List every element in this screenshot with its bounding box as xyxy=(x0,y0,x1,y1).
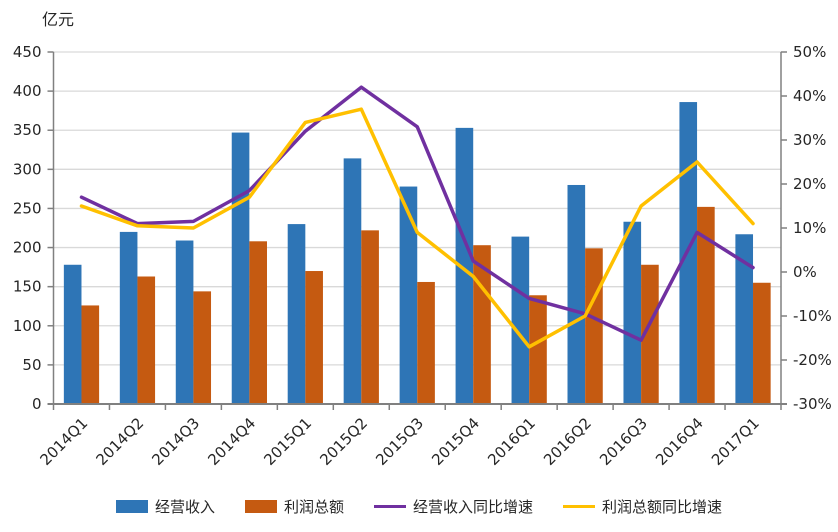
legend-label: 经营收入同比增速 xyxy=(413,498,534,516)
left-axis-tick-label: 350 xyxy=(13,121,42,139)
right-axis-tick-label: -20% xyxy=(793,351,832,369)
left-axis-tick-label: 450 xyxy=(13,43,42,61)
x-axis-category-label: 2015Q2 xyxy=(316,414,371,469)
bar-经营收入 xyxy=(567,184,586,404)
right-axis-tick-label: -10% xyxy=(793,307,832,325)
right-axis-tick-label: 10% xyxy=(793,219,826,237)
x-axis-category-label: 2015Q4 xyxy=(428,414,483,469)
x-axis-category-label: 2015Q3 xyxy=(372,414,427,469)
x-axis-category-label: 2016Q1 xyxy=(484,414,539,469)
bar-经营收入 xyxy=(119,231,138,404)
bar-利润总额 xyxy=(81,305,100,404)
bar-利润总额 xyxy=(249,241,267,404)
left-axis-tick-label: 300 xyxy=(13,160,42,178)
x-axis-category-label: 2017Q1 xyxy=(708,414,763,469)
right-axis-tick-label: 20% xyxy=(793,175,826,193)
bar-经营收入 xyxy=(623,221,642,404)
legend-item: 经营收入 xyxy=(115,496,215,517)
right-axis-tick-label: 30% xyxy=(793,131,826,149)
right-axis-tick-label: 0% xyxy=(793,263,817,281)
bar-利润总额 xyxy=(697,206,715,404)
left-axis-title: 亿元 xyxy=(42,10,75,29)
legend-label: 利润总额同比增速 xyxy=(602,498,723,516)
bar-经营收入 xyxy=(63,264,82,404)
right-axis-tick-label: 40% xyxy=(793,87,826,105)
left-axis-tick-label: 100 xyxy=(13,317,42,335)
bar-利润总额 xyxy=(585,248,603,404)
bar-利润总额 xyxy=(417,281,435,404)
bar-利润总额 xyxy=(529,295,547,404)
bar-利润总额 xyxy=(473,245,491,404)
x-axis-category-label: 2014Q1 xyxy=(36,414,91,469)
x-axis-category-label: 2014Q4 xyxy=(204,414,259,469)
legend-swatch-bar xyxy=(115,500,148,513)
x-axis-category-label: 2014Q3 xyxy=(148,414,203,469)
bar-利润总额 xyxy=(137,276,156,404)
left-axis-tick-label: 50 xyxy=(22,356,41,374)
bar-经营收入 xyxy=(343,158,362,404)
left-axis-tick-label: 250 xyxy=(13,199,42,217)
left-axis-tick-label: 400 xyxy=(13,82,42,100)
left-axis-tick-label: 150 xyxy=(13,278,42,296)
left-axis-tick-label: 200 xyxy=(13,239,42,257)
bar-经营收入 xyxy=(399,186,418,404)
legend-label: 利润总额 xyxy=(283,498,344,516)
bar-经营收入 xyxy=(287,224,306,404)
x-axis-category-label: 2016Q4 xyxy=(652,414,707,469)
bar-利润总额 xyxy=(641,264,659,404)
line-利润总额同比增速 xyxy=(79,107,755,349)
left-axis-tick-label: 0 xyxy=(32,395,42,413)
legend-item: 利润总额同比增速 xyxy=(563,496,722,517)
bar-利润总额 xyxy=(753,282,771,404)
bar-经营收入 xyxy=(455,127,474,405)
line-经营收入同比增速 xyxy=(79,85,755,342)
bar-利润总额 xyxy=(193,291,212,404)
bar-利润总额 xyxy=(305,271,323,404)
legend-swatch-line xyxy=(374,504,406,509)
bar-利润总额 xyxy=(361,230,379,404)
legend-label: 经营收入 xyxy=(154,498,215,516)
legend-item: 经营收入同比增速 xyxy=(374,496,533,517)
legend: 经营收入 利润总额 经营收入同比增速 利润总额同比增速 xyxy=(0,496,838,517)
bar-经营收入 xyxy=(511,236,530,404)
x-axis-category-label: 2016Q2 xyxy=(540,414,595,469)
legend-item: 利润总额 xyxy=(244,496,344,517)
legend-swatch-bar xyxy=(244,500,277,513)
bar-经营收入 xyxy=(231,132,250,404)
right-axis-tick-label: -30% xyxy=(793,395,832,413)
legend-swatch-line xyxy=(563,504,596,509)
right-axis-tick-label: 50% xyxy=(793,43,826,61)
plot-canvas: 0 50 100 150 200 250 300 350 400 450 -30% -20% -10% 0… xyxy=(13,43,832,469)
x-axis-category-label: 2015Q1 xyxy=(260,414,315,469)
x-axis-category-label: 2014Q2 xyxy=(92,414,147,469)
bar-经营收入 xyxy=(735,234,754,404)
x-axis-category-label: 2016Q3 xyxy=(596,414,651,469)
bar-经营收入 xyxy=(175,240,194,404)
